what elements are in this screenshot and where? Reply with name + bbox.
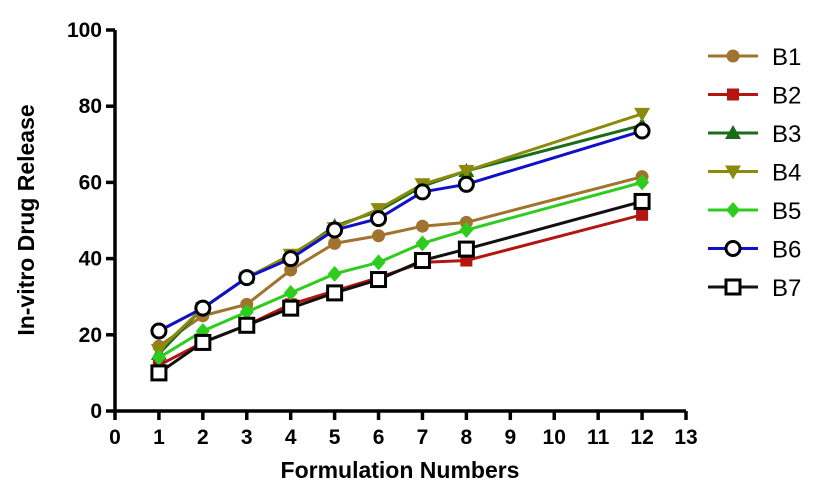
data-point bbox=[150, 364, 168, 382]
legend-item-b2: B2 bbox=[708, 83, 801, 110]
data-point bbox=[194, 333, 212, 351]
data-point bbox=[415, 235, 430, 252]
data-point bbox=[633, 122, 651, 140]
x-tick-label: 1 bbox=[153, 426, 165, 449]
x-tick-label: 11 bbox=[587, 426, 610, 449]
y-tick-label: 80 bbox=[79, 95, 102, 118]
legend-marker bbox=[726, 202, 740, 218]
data-point bbox=[282, 299, 300, 317]
legend-item-b1: B1 bbox=[708, 44, 801, 71]
data-point bbox=[194, 299, 212, 317]
x-tick-label: 5 bbox=[329, 426, 341, 449]
legend-marker bbox=[726, 49, 740, 63]
data-point bbox=[283, 284, 298, 301]
legend-label: B1 bbox=[772, 44, 801, 71]
legend-item-b7: B7 bbox=[708, 275, 801, 302]
y-tick-label: 40 bbox=[79, 248, 102, 271]
legend-marker bbox=[727, 88, 739, 101]
data-point bbox=[413, 252, 431, 270]
data-point bbox=[413, 183, 431, 201]
x-tick-label: 0 bbox=[109, 426, 121, 449]
data-point bbox=[151, 349, 166, 366]
data-point bbox=[457, 175, 475, 193]
x-tick-label: 6 bbox=[373, 426, 385, 449]
x-tick-label: 8 bbox=[461, 426, 473, 449]
data-point bbox=[282, 250, 300, 268]
data-point bbox=[372, 229, 386, 243]
legend-item-b6: B6 bbox=[708, 237, 801, 264]
legend-marker bbox=[724, 278, 742, 296]
data-point bbox=[370, 203, 387, 218]
x-tick-label: 4 bbox=[285, 426, 297, 449]
series-b6 bbox=[150, 122, 651, 340]
data-point bbox=[238, 269, 256, 287]
data-point bbox=[457, 240, 475, 258]
legend-item-b4: B4 bbox=[708, 160, 801, 187]
series-b3 bbox=[150, 117, 651, 360]
x-tick-label: 3 bbox=[241, 426, 253, 449]
series-b7 bbox=[150, 192, 651, 382]
data-point bbox=[370, 210, 388, 228]
data-point bbox=[326, 284, 344, 302]
data-point bbox=[633, 192, 651, 210]
data-point bbox=[458, 164, 475, 179]
data-point bbox=[327, 265, 342, 282]
x-tick-label: 12 bbox=[630, 426, 653, 449]
data-point bbox=[371, 254, 386, 271]
y-axis-title: In-vitro Drug Release bbox=[13, 104, 39, 335]
x-tick-label: 7 bbox=[417, 426, 429, 449]
legend-label: B2 bbox=[772, 83, 801, 110]
data-point bbox=[150, 322, 168, 340]
x-axis-title: Formulation Numbers bbox=[281, 457, 520, 483]
legend-marker bbox=[725, 165, 741, 180]
data-point bbox=[328, 236, 342, 250]
data-point bbox=[239, 303, 254, 320]
legend-item-b3: B3 bbox=[708, 121, 801, 148]
y-tick-label: 100 bbox=[67, 19, 102, 42]
legend-marker bbox=[724, 240, 742, 257]
data-point bbox=[415, 219, 429, 233]
data-point bbox=[459, 222, 474, 239]
data-point bbox=[370, 271, 388, 289]
legend: B1 B2 B3 B4 B5 B6 B7 bbox=[708, 44, 801, 302]
series-layer bbox=[150, 107, 651, 382]
data-point bbox=[238, 316, 256, 334]
data-point bbox=[326, 221, 344, 239]
x-tick-label: 2 bbox=[197, 426, 209, 449]
x-tick-label: 9 bbox=[504, 426, 516, 449]
legend-label: B3 bbox=[772, 121, 801, 148]
legend-item-b5: B5 bbox=[708, 198, 801, 225]
x-tick-label: 10 bbox=[543, 426, 566, 449]
series-b5 bbox=[151, 174, 650, 366]
y-tick-label: 60 bbox=[79, 171, 102, 194]
data-point bbox=[284, 263, 298, 277]
legend-label: B4 bbox=[772, 160, 801, 187]
legend-label: B7 bbox=[772, 275, 801, 302]
y-tick-label: 0 bbox=[90, 400, 102, 423]
legend-label: B5 bbox=[772, 198, 801, 225]
legend-marker bbox=[725, 125, 741, 139]
data-point bbox=[636, 208, 649, 221]
legend-label: B6 bbox=[772, 237, 801, 264]
data-point bbox=[634, 107, 651, 122]
x-tick-label: 13 bbox=[674, 426, 697, 449]
y-tick-label: 20 bbox=[79, 324, 102, 347]
data-point bbox=[635, 174, 650, 191]
